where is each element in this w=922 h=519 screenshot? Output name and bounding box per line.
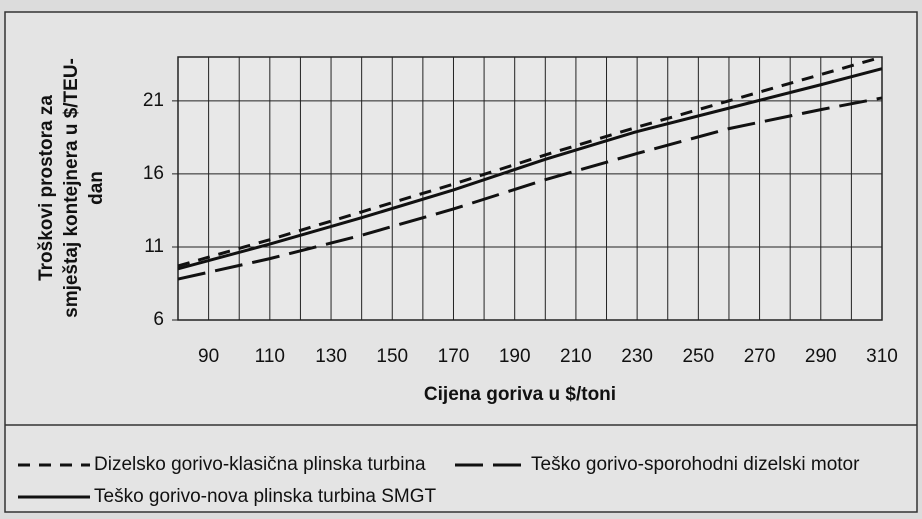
- series-line: [177, 67, 883, 271]
- x-tick-label: 190: [499, 346, 531, 367]
- x-tick-label: 150: [376, 346, 408, 367]
- x-tick-label: 130: [315, 346, 347, 367]
- y-tick-label: 6: [153, 309, 164, 330]
- x-axis-title: Cijena goriva u $/toni: [424, 384, 616, 405]
- x-tick-label: 270: [744, 346, 776, 367]
- legend-label: Teško gorivo-sporohodni dizelski motor: [531, 454, 860, 475]
- legend-label: Teško gorivo-nova plinska turbina SMGT: [94, 486, 437, 507]
- legend-label: Dizelsko gorivo-klasična plinska turbina: [94, 454, 426, 475]
- y-tick-label: 21: [143, 90, 164, 111]
- series-line: [177, 55, 883, 268]
- x-tick-label: 250: [682, 346, 714, 367]
- series-line: [177, 96, 883, 281]
- y-axis-title: Troškovi prostora za smještaj kontejnera…: [36, 58, 107, 318]
- x-tick-label: 290: [805, 346, 837, 367]
- y-axis-title-line: Troškovi prostora za: [36, 95, 57, 281]
- y-axis-title-line: smještaj kontejnera u $/TEU-: [61, 58, 82, 318]
- x-tick-label: 170: [438, 346, 470, 367]
- y-tick-label: 11: [144, 236, 164, 257]
- x-tick-label: 310: [866, 346, 898, 367]
- y-axis-title-line: dan: [86, 171, 107, 205]
- x-tick-label: 230: [621, 346, 653, 367]
- x-tick-label: 210: [560, 346, 592, 367]
- x-tick-label: 90: [198, 346, 219, 367]
- y-tick-label: 16: [143, 163, 164, 184]
- x-tick-label: 110: [255, 346, 285, 367]
